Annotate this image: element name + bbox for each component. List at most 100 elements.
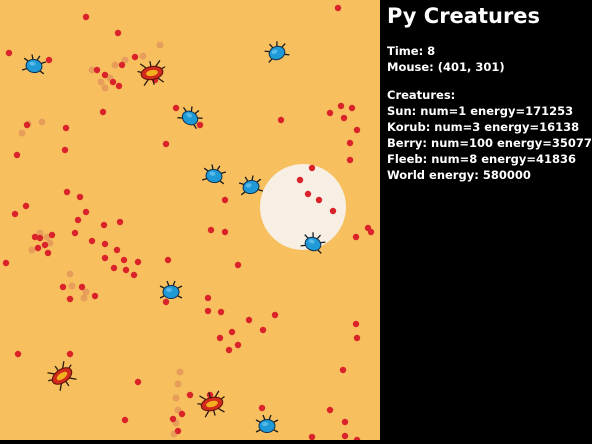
berry-seed xyxy=(28,246,36,254)
berry xyxy=(346,156,354,164)
berry xyxy=(101,71,109,79)
berry xyxy=(216,334,224,342)
fleeb xyxy=(255,414,279,433)
fleeb xyxy=(264,41,290,63)
berry-seed xyxy=(36,229,44,237)
berry xyxy=(353,126,361,134)
berry xyxy=(234,261,242,269)
berry xyxy=(116,218,124,226)
berry xyxy=(258,404,266,412)
berry xyxy=(174,427,182,435)
world-canvas[interactable] xyxy=(0,0,380,440)
berry xyxy=(162,140,170,148)
fleeb xyxy=(177,106,203,130)
berry xyxy=(13,151,21,159)
berry xyxy=(93,66,101,74)
time-readout: Time: 8 xyxy=(387,44,436,58)
berry-seed xyxy=(156,41,164,49)
berry xyxy=(346,139,354,147)
berry-seed xyxy=(80,294,88,302)
sun-stats: Sun: num=1 energy=171253 xyxy=(387,104,574,118)
berry xyxy=(34,244,42,252)
berry xyxy=(130,271,138,279)
berry xyxy=(48,231,56,239)
berry xyxy=(134,258,142,266)
berry-seed xyxy=(68,282,76,290)
berry xyxy=(14,350,22,358)
berry xyxy=(178,410,186,418)
berry xyxy=(367,228,375,236)
berry xyxy=(225,346,233,354)
fleeb xyxy=(21,54,47,75)
berry xyxy=(326,406,334,414)
berry xyxy=(114,29,122,37)
berry xyxy=(76,193,84,201)
berry xyxy=(217,308,225,316)
berry xyxy=(82,208,90,216)
berry xyxy=(101,240,109,248)
world-map[interactable] xyxy=(0,0,380,440)
berry xyxy=(109,78,117,86)
berry xyxy=(23,121,31,129)
berry xyxy=(326,109,334,117)
berry xyxy=(63,188,71,196)
berry xyxy=(271,311,279,319)
berry xyxy=(41,241,49,249)
berry xyxy=(122,266,130,274)
korub xyxy=(47,361,77,391)
berry xyxy=(45,56,53,64)
berry xyxy=(221,228,229,236)
berry xyxy=(221,196,229,204)
berry xyxy=(62,124,70,132)
berry-seed xyxy=(18,129,26,137)
korub xyxy=(197,390,225,418)
berry-seed xyxy=(97,78,105,86)
creatures-heading: Creatures: xyxy=(387,88,456,102)
berry-seed xyxy=(43,233,51,241)
berry xyxy=(100,221,108,229)
berry xyxy=(164,256,172,264)
fleeb xyxy=(300,232,326,254)
app-title: Py Creatures xyxy=(387,4,541,28)
berry xyxy=(204,294,212,302)
berry xyxy=(352,233,360,241)
berry xyxy=(196,121,204,129)
berry xyxy=(11,210,19,218)
berry xyxy=(341,432,349,440)
sun xyxy=(260,164,346,250)
korub-stats: Korub: num=3 energy=16138 xyxy=(387,120,580,134)
world-energy-stats: World energy: 580000 xyxy=(387,168,531,182)
berry xyxy=(169,415,177,423)
berry xyxy=(2,259,10,267)
berry-seed xyxy=(66,270,74,278)
berry xyxy=(315,196,323,204)
berry xyxy=(121,416,129,424)
berry xyxy=(82,13,90,21)
berry-seed xyxy=(82,288,90,296)
berry xyxy=(228,328,236,336)
berry xyxy=(59,283,67,291)
berry xyxy=(337,102,345,110)
mouse-readout: Mouse: (401, 301) xyxy=(387,60,505,74)
berry xyxy=(339,366,347,374)
berry xyxy=(353,436,361,440)
berry xyxy=(78,283,86,291)
berry xyxy=(91,292,99,300)
berry-seed xyxy=(176,368,184,376)
fleeb-stats: Fleeb: num=8 energy=41836 xyxy=(387,152,577,166)
berry xyxy=(204,307,212,315)
berry xyxy=(74,216,82,224)
berry xyxy=(304,190,312,198)
berry xyxy=(207,226,215,234)
info-panel: Py Creatures Time: 8 Mouse: (401, 301) C… xyxy=(380,0,592,444)
fleeb xyxy=(238,175,264,196)
berry xyxy=(99,108,107,116)
berry xyxy=(334,4,342,12)
berry xyxy=(348,104,356,112)
berry-seed xyxy=(172,394,180,402)
berry-seed xyxy=(88,66,96,74)
berry-stats: Berry: num=100 energy=350771 xyxy=(387,136,592,150)
berry xyxy=(353,334,361,342)
berry-seed xyxy=(174,380,182,388)
berry xyxy=(234,341,242,349)
